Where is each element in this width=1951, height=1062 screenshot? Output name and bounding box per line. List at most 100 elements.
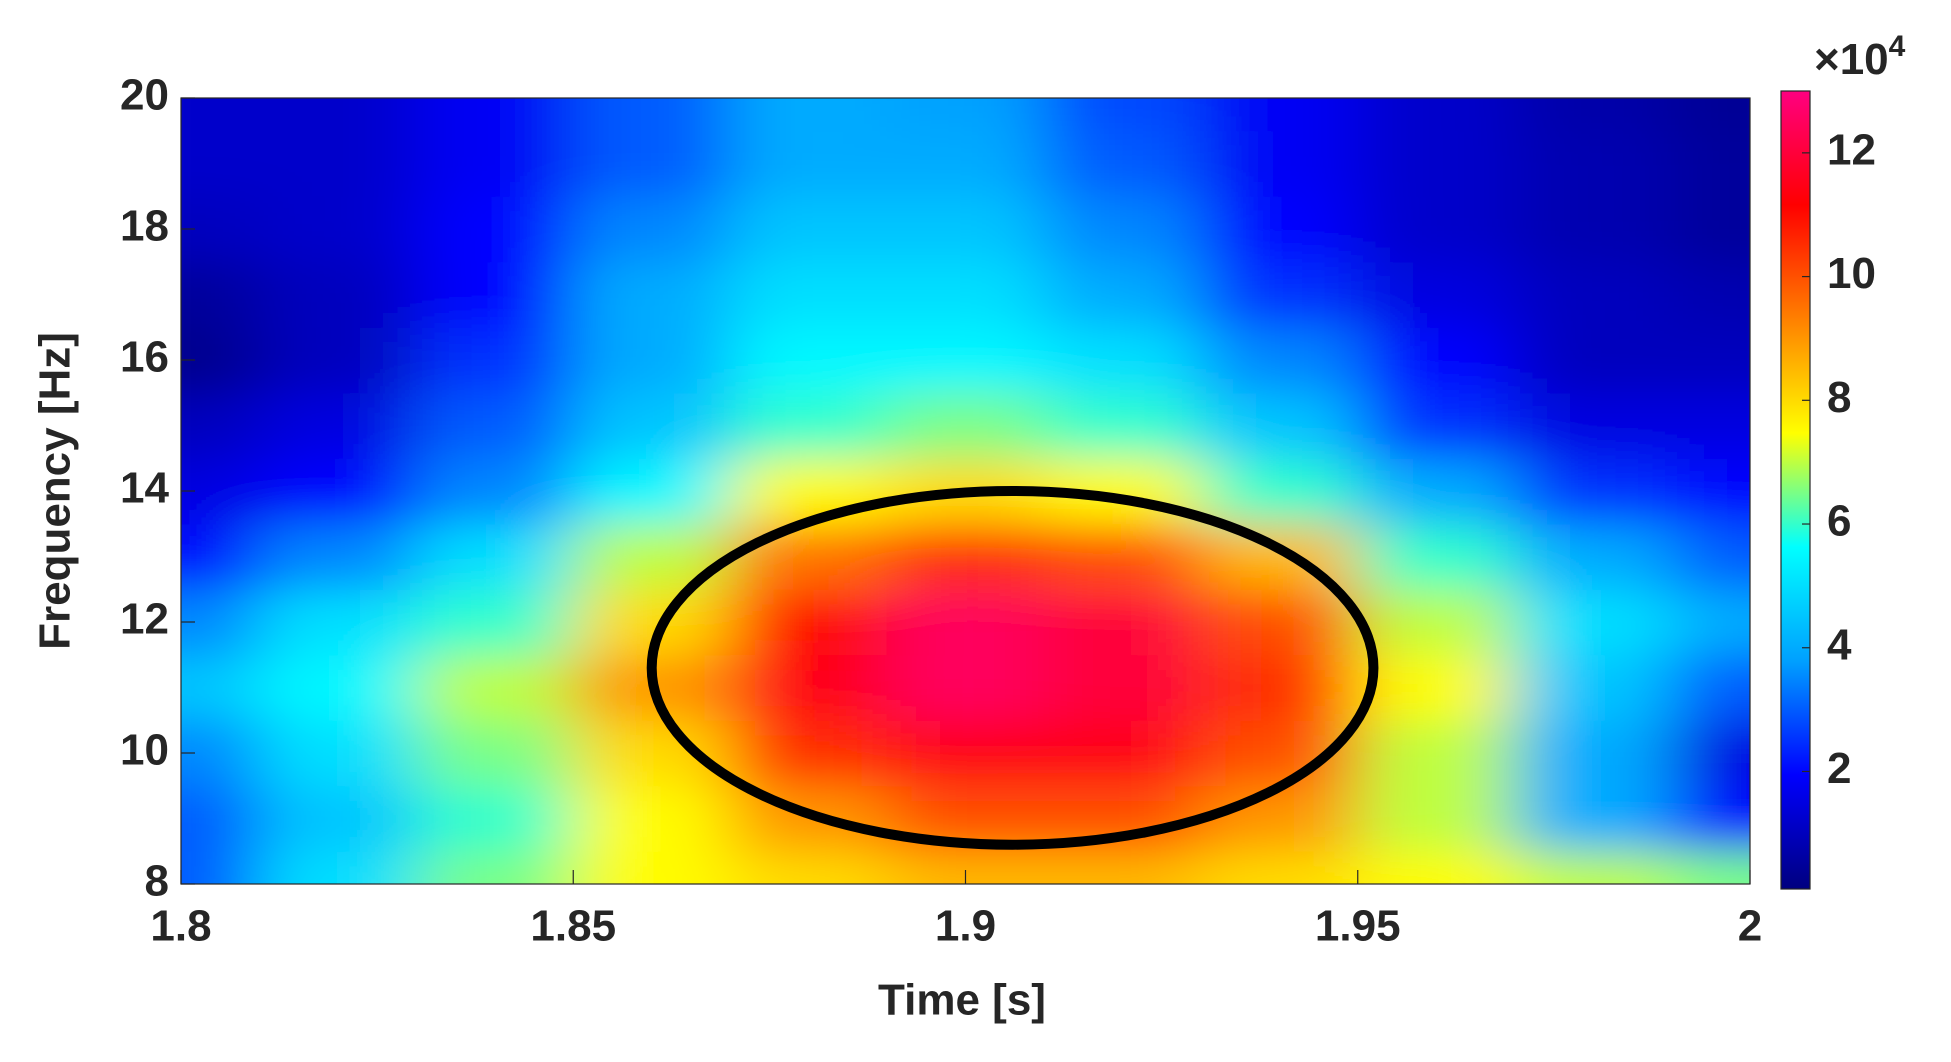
y-tick-label: 12: [120, 595, 169, 644]
heatmap-cell: [1514, 588, 1673, 656]
heatmap-cell: [1200, 785, 1359, 852]
y-tick-label: 16: [120, 333, 169, 382]
heatmap-cell: [729, 326, 888, 394]
heatmap-cell: [415, 261, 574, 328]
colorbar-tick-label: 6: [1827, 497, 1851, 546]
heatmap-cell: [1671, 326, 1750, 394]
heatmap-cell: [1357, 195, 1516, 263]
heatmap-cell: [1043, 98, 1202, 132]
heatmap-cell: [415, 326, 574, 394]
y-tick-label: 14: [120, 464, 169, 513]
heatmap-cell: [1357, 588, 1516, 656]
heatmap-cell: [181, 523, 260, 590]
heatmap-cell: [1043, 850, 1202, 884]
x-tick-label: 1.8: [150, 902, 211, 951]
heatmap-cell: [1671, 130, 1750, 197]
heatmap-cell: [1671, 261, 1750, 328]
heatmap-cell: [572, 457, 731, 525]
heatmap-cell: [1043, 326, 1202, 394]
heatmap-cell: [1514, 719, 1673, 787]
heatmap-cell: [1357, 654, 1516, 721]
heatmap-cell: [1514, 654, 1673, 721]
heatmap-cell: [1357, 785, 1516, 852]
heatmap-cell: [1514, 261, 1673, 328]
heatmap-cell: [1043, 523, 1202, 590]
heatmap-cell: [729, 261, 888, 328]
heatmap-cell: [258, 130, 417, 197]
heatmap-cell: [1671, 785, 1750, 852]
heatmap-cell: [258, 261, 417, 328]
heatmap-cell: [1357, 326, 1516, 394]
heatmap-cell: [572, 785, 731, 852]
colorbar-label: ×104: [1814, 30, 1906, 84]
heatmap-cell: [1043, 654, 1202, 721]
heatmap-cell: [181, 785, 260, 852]
heatmap-cell: [1200, 195, 1359, 263]
heatmap-cell: [1043, 588, 1202, 656]
heatmap-cell: [1200, 392, 1359, 459]
heatmap-cell: [1671, 588, 1750, 656]
heatmap-cell: [258, 654, 417, 721]
heatmap-cell: [181, 654, 260, 721]
y-tick-label: 8: [145, 857, 169, 906]
heatmap-cell: [1671, 850, 1750, 884]
y-tick-label: 18: [120, 202, 169, 251]
heatmap-cell: [886, 98, 1045, 132]
heatmap-cell: [258, 392, 417, 459]
heatmap-cell: [258, 326, 417, 394]
heatmap-cell: [1671, 457, 1750, 525]
heatmap-cell: [415, 457, 574, 525]
heatmap-cell: [886, 261, 1045, 328]
heatmap-cell: [1200, 588, 1359, 656]
heatmap-cell: [886, 588, 1045, 656]
heatmap-cell: [886, 195, 1045, 263]
colorbar-tick-label: 2: [1827, 744, 1851, 793]
heatmap-cell: [415, 588, 574, 656]
x-tick-label: 1.85: [530, 902, 616, 951]
heatmap-cell: [258, 850, 417, 884]
heatmap-cell: [258, 719, 417, 787]
heatmap-cell: [258, 457, 417, 525]
heatmap-cell: [886, 654, 1045, 721]
heatmap-cell: [1200, 523, 1359, 590]
heatmap-cell: [1357, 457, 1516, 525]
heatmap-cell: [1514, 130, 1673, 197]
heatmap-cell: [886, 392, 1045, 459]
heatmap-cell: [1671, 719, 1750, 787]
heatmap-cell: [729, 588, 888, 656]
heatmap-cell: [729, 98, 888, 132]
heatmap-cell: [572, 719, 731, 787]
heatmap-cell: [415, 523, 574, 590]
heatmap-cell: [1357, 261, 1516, 328]
heatmap-cell: [1671, 392, 1750, 459]
heatmap-cell: [1357, 523, 1516, 590]
heatmap-cell: [729, 195, 888, 263]
heatmap-cell: [1200, 261, 1359, 328]
heatmap-cell: [572, 326, 731, 394]
heatmap-cell: [886, 130, 1045, 197]
heatmap-cell: [181, 850, 260, 884]
heatmap-cell: [729, 719, 888, 787]
heatmap-cell: [1043, 719, 1202, 787]
heatmap-cell: [886, 326, 1045, 394]
heatmap-cell: [1043, 261, 1202, 328]
heatmap-cell: [1514, 850, 1673, 884]
heatmap-cell: [1514, 326, 1673, 394]
heatmap-cell: [886, 523, 1045, 590]
heatmap-cell: [1357, 719, 1516, 787]
heatmap-cell: [1514, 457, 1673, 525]
colorbar-tick-label: 10: [1827, 249, 1876, 298]
heatmap-cell: [729, 523, 888, 590]
annotation-ellipse: [646, 485, 1379, 850]
heatmap-cell: [572, 392, 731, 459]
heatmap-cell: [1514, 392, 1673, 459]
heatmap-cell: [729, 850, 888, 884]
colorbar-tick-label: 4: [1827, 620, 1852, 669]
colorbar-tick-label: 12: [1827, 125, 1876, 174]
heatmap-cell: [1043, 392, 1202, 459]
heatmap-cell: [1043, 195, 1202, 263]
heatmap-cell: [415, 98, 574, 132]
heatmap-cell: [181, 98, 260, 132]
heatmap-cell: [729, 130, 888, 197]
heatmap-cell: [572, 98, 731, 132]
